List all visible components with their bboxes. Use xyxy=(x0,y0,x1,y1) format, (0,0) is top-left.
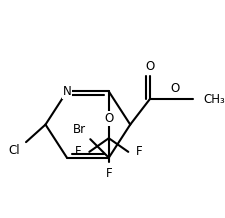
Text: O: O xyxy=(104,112,113,125)
Text: O: O xyxy=(144,60,154,73)
Text: O: O xyxy=(170,82,179,95)
Text: F: F xyxy=(105,167,112,181)
Text: Cl: Cl xyxy=(9,144,20,157)
Text: F: F xyxy=(74,145,81,158)
Text: Br: Br xyxy=(73,123,86,136)
Text: CH₃: CH₃ xyxy=(202,93,224,106)
Text: N: N xyxy=(62,85,71,98)
Text: F: F xyxy=(135,145,142,158)
